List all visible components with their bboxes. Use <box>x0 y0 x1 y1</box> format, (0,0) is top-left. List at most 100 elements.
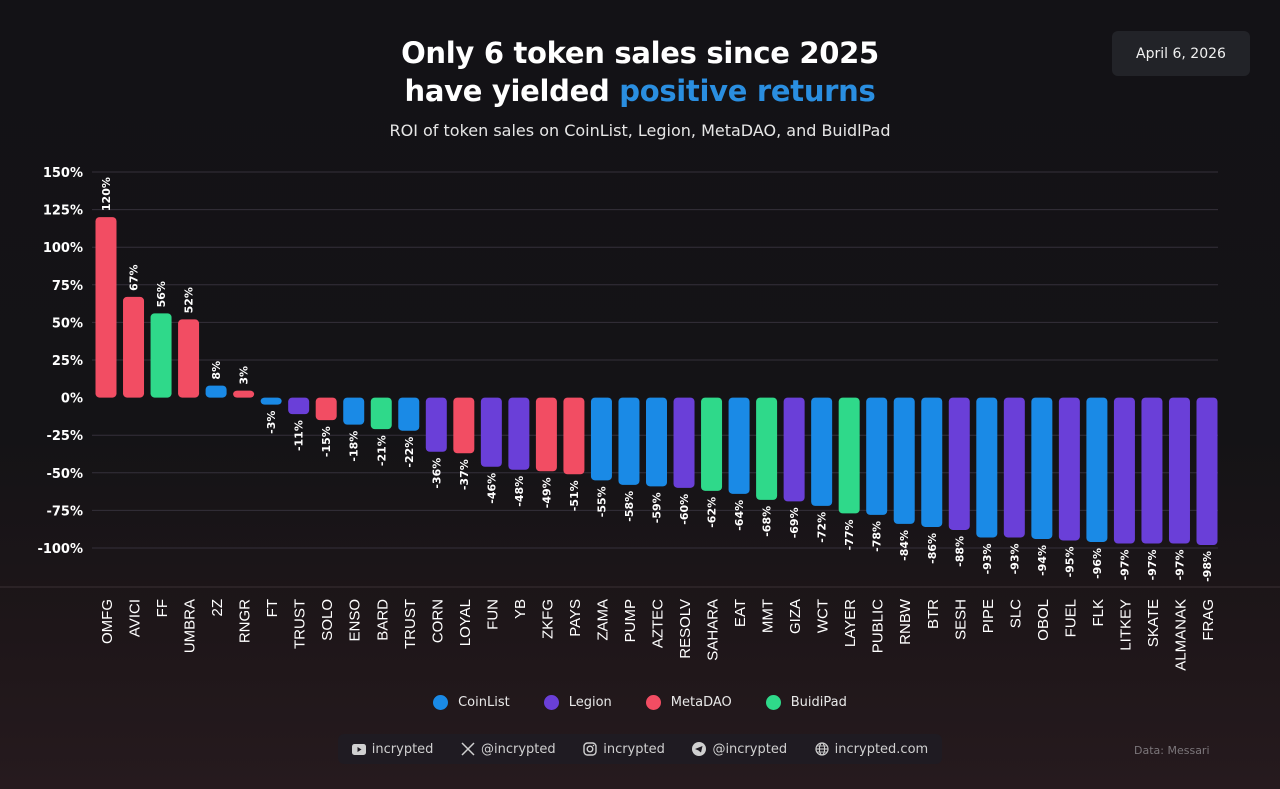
data-label: -94% <box>1036 545 1049 576</box>
x-icon <box>461 742 475 756</box>
bar-bard <box>370 397 392 430</box>
bar-mmt <box>756 397 778 500</box>
bar-enso <box>343 397 365 425</box>
social-links-bar: incrypted @incrypted incrypted @incrypte… <box>338 734 942 764</box>
y-axis: 150% 125% 100% 75% 50% 25% 0% -25% -50% -75% -100% <box>37 166 83 557</box>
data-label: -60% <box>678 494 691 525</box>
data-label: 52% <box>183 287 196 313</box>
y-tick-label: -50% <box>46 467 83 482</box>
x-tick-label: BTR <box>925 599 942 629</box>
data-label: -97% <box>1173 549 1186 580</box>
x-tick-label: RESOLV <box>677 599 694 659</box>
data-label: -88% <box>953 536 966 567</box>
bar-2z <box>205 385 227 398</box>
legend-dot-buidipad <box>765 695 781 710</box>
y-tick-label: -25% <box>46 429 83 444</box>
x-tick-label: PAYS <box>567 599 584 637</box>
chart-title: Only 6 token sales since 2025 have yield… <box>0 34 1280 110</box>
x-tick-label: ENSO <box>347 599 364 642</box>
x-tick-label: PIPE <box>980 599 997 633</box>
legend-label: Legion <box>568 695 612 710</box>
chart-subtitle: ROI of token sales on CoinList, Legion, … <box>389 121 891 140</box>
bar-slc <box>1003 397 1025 538</box>
social-label: incrypted.com <box>834 741 929 757</box>
bar-trust <box>288 397 310 415</box>
legend-label: CoinList <box>458 695 510 710</box>
y-tick-label: 125% <box>43 204 83 219</box>
data-label: -68% <box>761 506 774 537</box>
bar-resolv <box>673 397 695 488</box>
y-tick-label: -75% <box>46 504 83 519</box>
bar-aztec <box>646 397 667 487</box>
x-tick-label: EAT <box>732 599 749 627</box>
data-label: -97% <box>1118 549 1131 580</box>
data-label: -36% <box>430 458 443 489</box>
data-label: -78% <box>871 521 884 552</box>
date-badge: April 6, 2026 <box>1112 31 1250 76</box>
bar-skate <box>1141 397 1163 544</box>
bar-giza <box>783 397 805 502</box>
bar-ft <box>260 397 282 405</box>
x-tick-label: FT <box>264 599 281 617</box>
bar-wct <box>811 397 833 506</box>
social-x[interactable]: @incrypted <box>461 742 556 757</box>
x-tick-label: SKATE <box>1145 599 1162 647</box>
legend-dot-coinlist <box>433 695 449 710</box>
bar-ff <box>150 313 172 398</box>
data-label: -59% <box>651 492 664 523</box>
x-tick-label: ALMANAK <box>1172 599 1189 671</box>
data-label: -22% <box>403 437 416 468</box>
bar-avici <box>123 296 145 398</box>
bar-public <box>866 397 888 515</box>
x-tick-label: AVICI <box>127 599 144 637</box>
data-label: -97% <box>1146 549 1159 580</box>
bar-litkey <box>1113 397 1135 544</box>
bar-obol <box>1031 397 1053 539</box>
data-label: -93% <box>1008 543 1021 574</box>
bar-zkfg <box>535 397 557 472</box>
bars <box>95 217 1218 545</box>
bar-layer <box>838 397 860 514</box>
x-tick-label: FRAG <box>1200 599 1217 641</box>
data-label: 3% <box>238 366 251 385</box>
legend-item-buidipad: BuidiPad <box>765 695 847 710</box>
legend-label: BuidiPad <box>790 695 847 710</box>
bar-sahara <box>701 397 723 491</box>
legend-item-coinlist: CoinList <box>433 695 510 710</box>
x-tick-label: UMBRA <box>182 599 199 653</box>
x-tick-label: FF <box>154 599 171 617</box>
globe-icon <box>815 742 829 756</box>
bar-zama <box>590 397 612 481</box>
x-tick-label: FUEL <box>1062 599 1079 637</box>
data-label: -3% <box>265 411 278 434</box>
title-line-2-prefix: have yielded <box>404 74 620 108</box>
bar-solo <box>315 397 337 421</box>
social-label: @incrypted <box>712 741 788 757</box>
data-label: -37% <box>458 459 471 490</box>
bar-btr <box>921 397 943 527</box>
data-label: -11% <box>293 420 306 451</box>
social-telegram[interactable]: @incrypted <box>692 742 787 757</box>
legend: CoinList Legion MetaDAO BuidiPad <box>0 695 1280 710</box>
social-youtube[interactable]: incrypted <box>351 742 433 757</box>
social-instagram[interactable]: incrypted <box>583 742 665 757</box>
data-label: -69% <box>788 507 801 538</box>
bar-eat <box>728 397 750 494</box>
x-tick-label: ZKFG <box>539 599 556 639</box>
data-label: -96% <box>1091 548 1104 579</box>
title-line-2: have yielded positive returns <box>0 72 1280 110</box>
y-tick-label: 50% <box>52 316 83 331</box>
data-source: Data: Messari <box>1134 744 1210 757</box>
social-website[interactable]: incrypted.com <box>815 741 929 757</box>
social-label: incrypted <box>603 741 665 757</box>
bar-pump <box>618 397 640 485</box>
data-label: 120% <box>100 177 113 211</box>
bar-rngr <box>233 390 255 398</box>
x-tick-label: SESH <box>952 599 969 640</box>
x-tick-label: ZAMA <box>594 599 611 641</box>
x-tick-label: LOYAL <box>457 599 474 646</box>
data-label: -86% <box>926 533 939 564</box>
x-tick-label: PUMP <box>622 599 639 642</box>
bar-chart: 150% 125% 100% 75% 50% 25% 0% -25% -50% -75% -100%… <box>0 166 1280 671</box>
bar-flk <box>1086 397 1108 542</box>
